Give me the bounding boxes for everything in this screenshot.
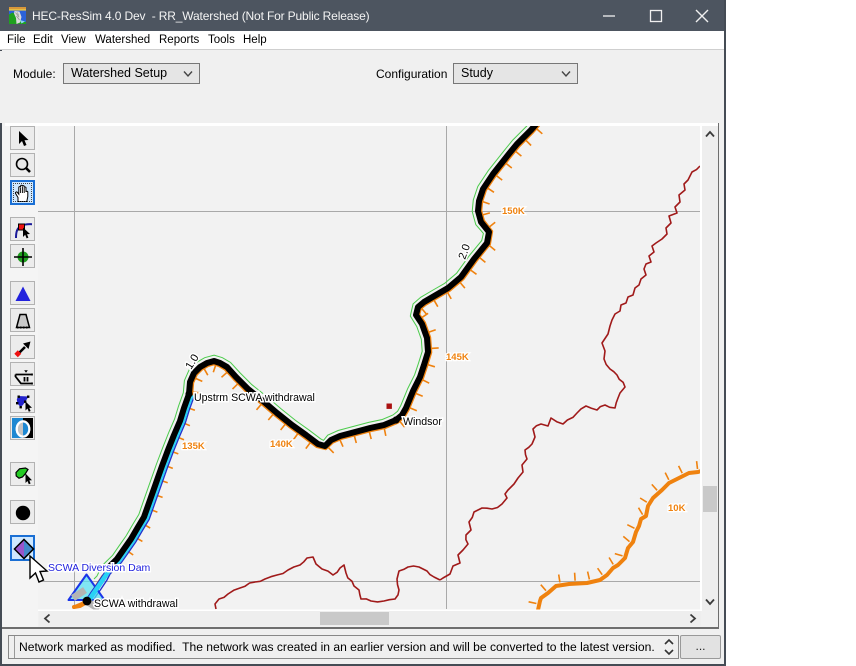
svg-text:145K: 145K: [446, 352, 469, 363]
svg-text:SCWA withdrawal: SCWA withdrawal: [94, 598, 178, 610]
svg-text:Windsor: Windsor: [403, 416, 442, 428]
svg-text:10K: 10K: [668, 503, 686, 514]
svg-text:Upstrm SCWA withdrawal: Upstrm SCWA withdrawal: [194, 392, 315, 404]
svg-text:140K: 140K: [270, 439, 293, 450]
svg-text:150K: 150K: [502, 206, 525, 217]
svg-text:135K: 135K: [182, 441, 205, 452]
svg-text:SCWA Diversion Dam: SCWA Diversion Dam: [48, 562, 151, 574]
